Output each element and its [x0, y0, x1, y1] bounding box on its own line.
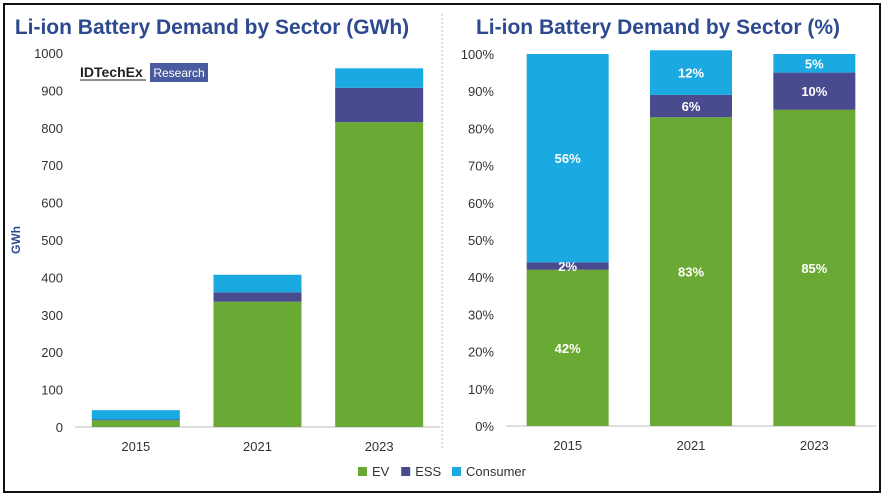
y-tick-label: 30% [468, 307, 494, 322]
bar-ess-2021 [650, 94, 732, 118]
y-tick-label: 500 [41, 233, 63, 248]
x-tick-label: 2023 [800, 438, 829, 453]
x-tick-label: 2021 [243, 439, 272, 454]
legend-swatch-ev [358, 467, 367, 476]
y-tick-label: 1000 [34, 46, 63, 61]
bar-ess-2015 [526, 262, 609, 270]
bar-ess-2015 [91, 419, 180, 421]
right-plot: 0% 10% 20% 30% 40% 50% 60% 70% 80% 90% 100% 2015 42%… [461, 47, 876, 453]
left-plot: 0 100 200 300 400 500 600 700 800 900 1000 2015 2021… [34, 46, 440, 454]
data-label-ess-2021: 6% [682, 99, 701, 114]
y-tick-label: 70% [468, 159, 494, 174]
bar-ev-2015 [91, 420, 180, 427]
y-tick-label: 800 [41, 121, 63, 136]
bar-consumer-2021 [213, 274, 302, 293]
bar-ess-2021 [213, 292, 302, 302]
x-tick-label: 2021 [677, 438, 706, 453]
y-tick-label: 700 [41, 158, 63, 173]
y-tick-label: 600 [41, 196, 63, 211]
bar-ess-2023 [773, 72, 856, 110]
bar-ev-2023 [773, 109, 856, 427]
legend-swatch-consumer [452, 467, 461, 476]
y-tick-label: 200 [41, 345, 63, 360]
x-tick-label: 2023 [365, 439, 394, 454]
y-tick-label: 100 [41, 383, 63, 398]
bar-ev-2021 [213, 301, 302, 427]
y-tick-label: 20% [468, 345, 494, 360]
left-y-axis-label: GWh [9, 226, 23, 254]
idtechex-logo: IDTechEx Research [80, 63, 208, 82]
bar-consumer-2015 [526, 54, 609, 263]
y-tick-label: 60% [468, 196, 494, 211]
bar-ess-2023 [335, 87, 424, 123]
logo-brand: IDTechEx [80, 64, 143, 80]
legend: EV ESS Consumer [358, 464, 527, 479]
y-tick-label: 40% [468, 270, 494, 285]
data-label-consumer-2021: 12% [678, 66, 704, 81]
data-label-consumer-2023: 5% [805, 56, 824, 71]
left-chart-title: Li-ion Battery Demand by Sector (GWh) [15, 16, 409, 39]
y-tick-label: 90% [468, 84, 494, 99]
logo-tag: Research [153, 66, 204, 80]
bar-ev-2021 [650, 117, 732, 427]
y-tick-label: 0 [56, 420, 63, 435]
y-tick-label: 10% [468, 382, 494, 397]
bar-consumer-2023 [335, 68, 424, 88]
bar-ev-2023 [335, 122, 424, 427]
bar-consumer-2023 [773, 54, 856, 73]
y-tick-label: 400 [41, 270, 63, 285]
legend-swatch-ess [401, 467, 411, 476]
y-tick-label: 300 [41, 308, 63, 323]
y-tick-label: 100% [461, 47, 495, 62]
data-label-ess-2023: 10% [801, 84, 827, 99]
chart-frame [3, 3, 881, 493]
bar-consumer-2015 [91, 410, 180, 420]
data-label-ess-2015: 2% [558, 259, 577, 274]
y-tick-label: 50% [468, 233, 494, 248]
bar-ev-2015 [526, 269, 609, 426]
y-tick-label: 0% [475, 419, 494, 434]
right-chart-title: Li-ion Battery Demand by Sector (%) [476, 16, 840, 39]
x-tick-label: 2015 [553, 438, 582, 453]
bar-consumer-2021 [650, 50, 732, 95]
data-label-ev-2021: 83% [678, 265, 704, 280]
legend-label-ess: ESS [415, 464, 441, 479]
y-tick-label: 900 [41, 83, 63, 98]
legend-label-ev: EV [372, 464, 390, 479]
data-label-consumer-2015: 56% [555, 151, 581, 166]
data-label-ev-2023: 85% [801, 261, 827, 276]
legend-label-consumer: Consumer [466, 464, 527, 479]
x-tick-label: 2015 [121, 439, 150, 454]
y-tick-label: 80% [468, 121, 494, 136]
data-label-ev-2015: 42% [555, 341, 581, 356]
